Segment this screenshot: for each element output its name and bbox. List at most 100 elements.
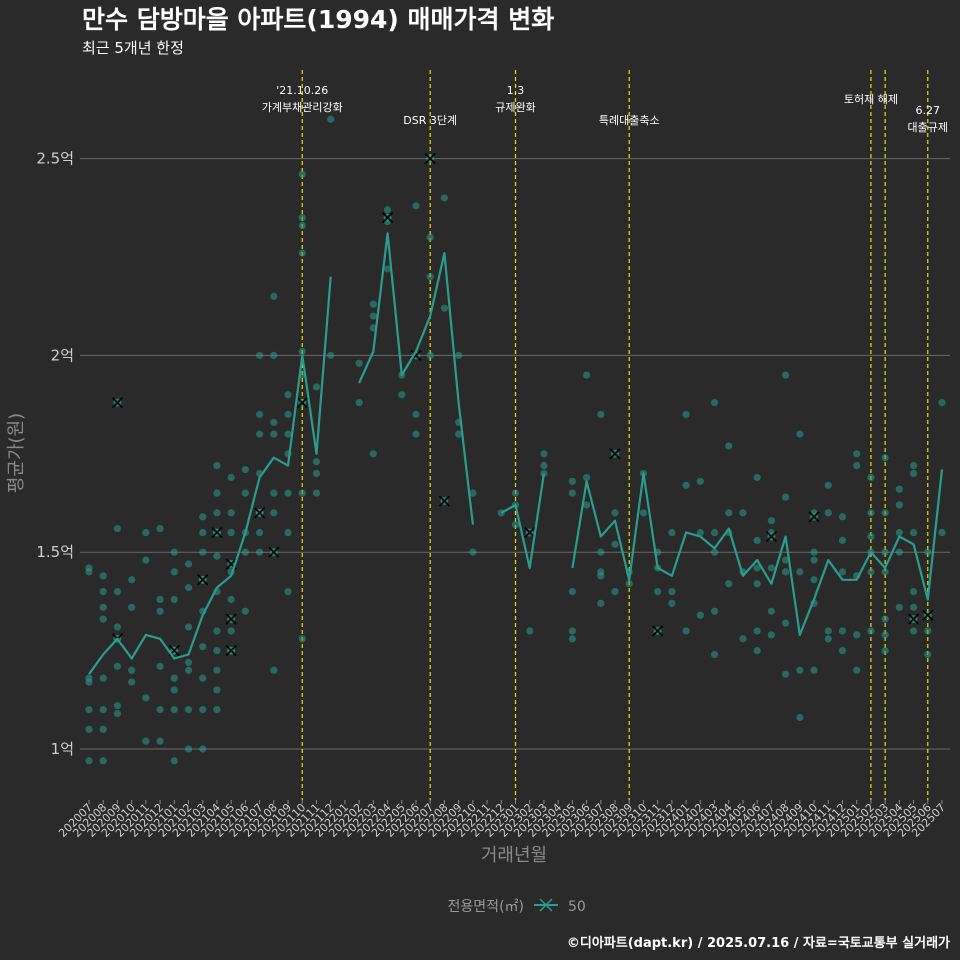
x-marker-stroke — [765, 530, 777, 543]
scatter-point — [895, 528, 903, 537]
scatter-point — [170, 595, 178, 604]
scatter-point — [156, 706, 164, 714]
scatter-point — [199, 513, 207, 521]
x-marker-stroke — [652, 625, 664, 637]
scatter-point — [213, 509, 221, 517]
x-marker — [268, 546, 280, 558]
scatter-point — [213, 647, 221, 655]
scatter-point — [540, 462, 548, 470]
event-annotation: DSR 3단계 — [403, 114, 457, 127]
x-marker — [652, 625, 664, 637]
scatter-point — [810, 556, 818, 564]
scatter-point — [682, 481, 690, 489]
scatter-point — [213, 627, 221, 635]
scatter-point — [824, 635, 832, 643]
scatter-point — [611, 540, 619, 548]
x-marker-stroke — [438, 495, 450, 507]
event-annotation: 대출규제 — [908, 121, 948, 134]
scatter-point — [568, 627, 576, 635]
scatter-point — [128, 666, 136, 674]
scatter-point — [142, 528, 150, 537]
scatter-point — [895, 501, 903, 509]
scatter-point — [767, 631, 776, 639]
scatter-point — [611, 509, 619, 517]
scatter-point — [270, 418, 278, 426]
scatter-point — [227, 595, 235, 604]
scatter-point — [327, 115, 335, 123]
scatter-point — [355, 359, 363, 367]
scatter-point — [156, 524, 164, 533]
scatter-point — [113, 623, 122, 631]
x-marker — [211, 526, 223, 539]
x-marker — [922, 609, 934, 621]
x-marker-stroke — [922, 609, 934, 621]
scatter-point — [170, 686, 178, 694]
scatter-point — [156, 607, 164, 615]
scatter-point — [753, 536, 761, 544]
x-marker-stroke — [908, 613, 920, 625]
scatter-point — [270, 351, 278, 359]
x-marker — [225, 645, 237, 657]
x-marker-stroke — [808, 511, 820, 523]
scatter-point — [156, 595, 164, 604]
scatter-point — [867, 532, 875, 541]
scatter-point — [256, 548, 264, 556]
scatter-point — [99, 603, 107, 611]
scatter-point — [796, 666, 804, 674]
scatter-point — [369, 300, 377, 308]
scatter-point — [85, 706, 93, 714]
scatter-point — [184, 745, 193, 753]
scatter-point — [170, 548, 178, 556]
x-marker — [111, 397, 123, 409]
scatter-point — [710, 607, 719, 615]
scatter-point — [796, 568, 804, 576]
scatter-point — [867, 509, 875, 517]
series-line-50 — [500, 473, 545, 570]
legend-label: 50 — [568, 899, 586, 915]
x-marker — [197, 574, 209, 586]
scatter-point — [412, 430, 420, 438]
scatter-point — [924, 548, 932, 556]
scatter-point — [739, 635, 747, 643]
scatter-point — [298, 489, 306, 497]
scatter-point — [256, 410, 264, 419]
series-lines — [88, 232, 944, 675]
scatter-point — [668, 587, 676, 596]
scatter-point — [99, 757, 107, 765]
scatter-point — [312, 489, 321, 497]
scatter-point — [298, 347, 306, 356]
scatter-point — [270, 292, 278, 300]
scatter-point — [227, 473, 235, 482]
x-axis-label: 거래년월 — [481, 845, 547, 866]
x-marker — [524, 526, 536, 539]
scatter-point — [881, 568, 889, 576]
scatter-point — [298, 221, 306, 230]
scatter-point — [881, 615, 889, 623]
scatter-point — [199, 528, 207, 537]
scatter-point — [270, 509, 278, 517]
y-axis-label: 평균가(원) — [6, 413, 27, 493]
x-marker — [424, 153, 436, 165]
scatter-point — [284, 430, 292, 438]
x-marker — [765, 530, 777, 543]
scatter-point — [682, 627, 690, 635]
x-marker-stroke — [268, 546, 280, 558]
scatter-point — [838, 627, 847, 635]
scatter-point — [753, 564, 761, 572]
scatter-point — [710, 399, 719, 407]
scatter-point — [170, 706, 178, 714]
scatter-point — [426, 273, 434, 281]
scatter-point — [739, 509, 747, 517]
scatter-point — [213, 666, 221, 674]
legend-x-marker-2 — [539, 898, 553, 912]
scatter-point — [725, 442, 733, 450]
x-marker — [225, 613, 237, 625]
scatter-point — [654, 587, 662, 596]
scatter-point — [938, 528, 946, 537]
scatter-point — [810, 666, 818, 674]
scatter-point — [909, 627, 918, 635]
scatter-point — [853, 462, 861, 470]
scatter-point — [725, 580, 733, 588]
scatter-point — [383, 265, 392, 273]
